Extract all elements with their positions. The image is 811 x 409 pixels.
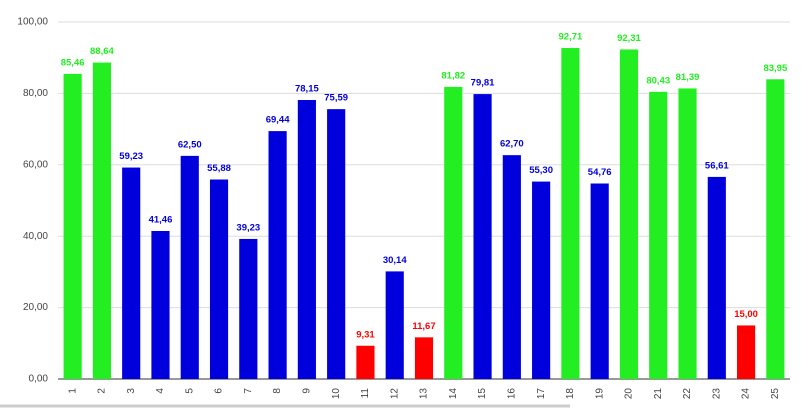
x-tick-label: 3 [126, 388, 137, 394]
bar [239, 238, 258, 379]
bar [92, 62, 111, 379]
value-label: 92,71 [559, 32, 583, 43]
bar [122, 167, 141, 379]
x-tick-label: 5 [184, 388, 195, 394]
x-tick-label: 6 [214, 388, 225, 394]
bar [356, 345, 375, 379]
value-label: 54,76 [588, 167, 612, 178]
bar [327, 109, 346, 379]
bar [766, 79, 785, 380]
value-label: 79,81 [471, 78, 495, 89]
value-label: 9,31 [356, 329, 375, 340]
y-tick-label: 40,00 [23, 231, 48, 242]
y-tick-label: 80,00 [23, 88, 48, 99]
bar [678, 88, 697, 380]
x-tick-label: 16 [506, 388, 517, 400]
value-label: 59,23 [119, 151, 143, 162]
bar [532, 181, 551, 379]
y-tick-label: 60,00 [23, 159, 48, 170]
x-tick-label: 9 [302, 388, 313, 394]
bar [502, 155, 521, 379]
x-tick-label: 4 [155, 388, 166, 394]
value-label: 85,46 [61, 57, 85, 68]
value-label: 62,70 [500, 139, 524, 150]
value-label: 55,30 [529, 165, 553, 176]
x-tick-label: 24 [741, 388, 752, 400]
bar [619, 49, 639, 379]
x-tick-label: 1 [67, 388, 78, 394]
x-tick-label: 20 [624, 388, 635, 400]
bar [297, 100, 316, 379]
value-label: 15,00 [734, 309, 758, 320]
x-tick-label: 21 [653, 388, 664, 400]
value-label: 81,39 [676, 72, 700, 83]
value-label: 81,82 [441, 70, 465, 81]
x-tick-label: 8 [272, 388, 283, 394]
x-tick-label: 23 [711, 388, 722, 400]
x-tick-label: 7 [243, 388, 254, 394]
value-label: 62,50 [178, 139, 202, 150]
x-tick-label: 2 [97, 388, 108, 394]
bar [649, 91, 668, 379]
value-label: 92,31 [617, 33, 641, 44]
x-tick-label: 10 [331, 388, 342, 400]
x-tick-label: 19 [594, 388, 605, 400]
value-label: 56,61 [705, 160, 729, 171]
bar [151, 230, 170, 379]
x-tick-label: 14 [448, 388, 459, 400]
x-tick-label: 13 [419, 388, 430, 400]
value-label: 41,46 [149, 215, 173, 226]
bar [63, 73, 82, 379]
bar [737, 325, 756, 379]
x-tick-label: 12 [389, 388, 400, 400]
value-label: 80,43 [646, 75, 670, 86]
value-label: 69,44 [266, 115, 290, 126]
x-tick-label: 22 [682, 388, 693, 400]
bar [180, 155, 199, 379]
value-label: 11,67 [412, 321, 435, 332]
x-tick-label: 11 [360, 388, 371, 399]
value-label: 83,95 [763, 63, 787, 74]
value-label: 88,64 [90, 46, 114, 57]
x-tick-label: 25 [770, 388, 781, 400]
y-tick-label: 20,00 [23, 302, 48, 313]
bar [385, 271, 404, 379]
bar [444, 86, 463, 380]
bar [707, 176, 726, 379]
bar [590, 183, 609, 379]
value-label: 30,14 [383, 255, 407, 266]
bar [414, 337, 434, 379]
y-tick-label: 100,00 [17, 17, 48, 28]
x-tick-label: 18 [565, 388, 576, 400]
bar [268, 131, 287, 379]
x-tick-label: 17 [536, 388, 547, 400]
value-label: 55,88 [207, 163, 231, 174]
x-tick-label: 15 [477, 388, 488, 400]
bar [473, 94, 492, 379]
bar [561, 48, 580, 379]
value-label: 39,23 [236, 222, 260, 233]
y-tick-label: 0,00 [29, 374, 49, 385]
value-label: 75,59 [324, 93, 348, 104]
bar [209, 179, 229, 379]
value-label: 78,15 [295, 84, 319, 95]
